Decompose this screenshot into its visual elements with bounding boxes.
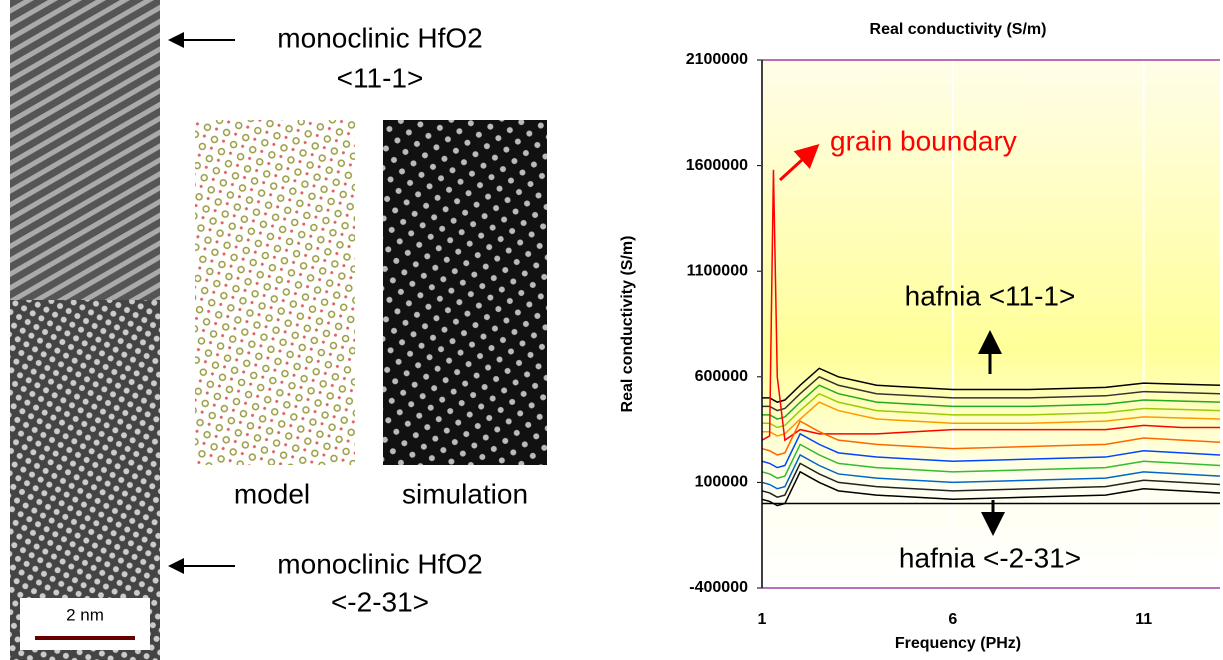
label: monoclinic HfO2: [277, 22, 482, 53]
simulation-image: [383, 120, 547, 465]
annotation: hafnia <11-1>: [905, 280, 1076, 311]
figure: 2 nm monoclinic HfO2 <11-1> model simula…: [0, 0, 1223, 660]
y-tick-label: 1100000: [687, 262, 749, 279]
y-tick-label: 2100000: [686, 51, 748, 68]
annotation: grain boundary: [830, 125, 1017, 156]
label: monoclinic HfO2: [277, 548, 482, 579]
y-tick-label: 600000: [695, 368, 748, 385]
x-tick-label: 6: [948, 611, 957, 628]
y-tick-label: -400000: [689, 579, 748, 596]
x-tick-label: 11: [1135, 611, 1152, 628]
chart-title: Real conductivity (S/m): [870, 21, 1047, 38]
y-tick-label: 100000: [695, 474, 748, 491]
page: 2 nm monoclinic HfO2 <11-1> model simula…: [0, 0, 1223, 660]
label: simulation: [402, 478, 528, 509]
label: <11-1>: [337, 62, 424, 93]
model-image: [195, 120, 355, 465]
annotation: hafnia <-2-31>: [899, 542, 1081, 573]
x-tick-label: 1: [758, 611, 767, 628]
x-axis-label: Frequency (PHz): [895, 635, 1021, 652]
label: model: [234, 478, 310, 509]
y-tick-label: 1600000: [686, 157, 748, 174]
scale-label: 2 nm: [66, 605, 104, 624]
hrtem-top: [10, 0, 160, 320]
y-axis-label: Real conductivity (S/m): [619, 236, 636, 413]
label: <-2-31>: [331, 586, 429, 617]
